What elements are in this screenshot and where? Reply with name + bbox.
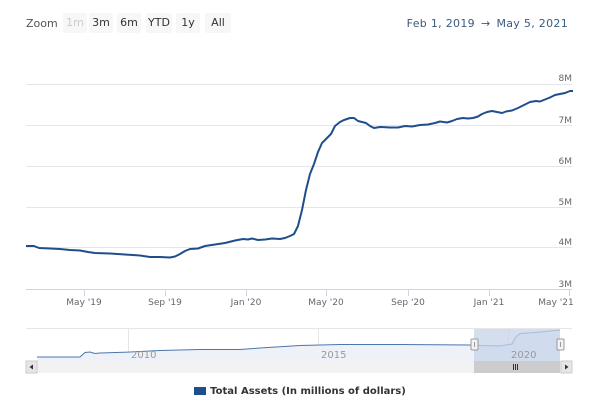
y-label-5m: 5M <box>559 198 573 208</box>
y-label-6m: 6M <box>559 157 573 167</box>
y-label-3m: 3M <box>559 280 573 290</box>
navigator-year-label: 2010 <box>131 350 156 361</box>
navigator-left-handle[interactable] <box>470 338 479 351</box>
from-date-input[interactable]: Feb 1, 2019 <box>406 17 475 30</box>
to-date-input[interactable]: May 5, 2021 <box>496 17 568 30</box>
navigator-area <box>37 330 560 361</box>
scrollbar-track[interactable] <box>26 361 572 373</box>
legend[interactable]: Total Assets (In millions of dollars) <box>0 386 600 397</box>
zoom-6m-button[interactable]: 6m <box>117 13 141 33</box>
y-gridlines <box>26 84 572 248</box>
grip-icon <box>513 364 518 370</box>
navigator-right-handle[interactable] <box>556 338 565 351</box>
navigator-year-label: 2020 <box>511 350 536 361</box>
legend-swatch-icon <box>194 387 207 395</box>
x-label: Jan '20 <box>230 298 262 308</box>
y-label-8m: 8M <box>559 74 573 84</box>
navigator-year-label: 2015 <box>321 350 346 361</box>
x-ticks <box>84 289 570 296</box>
arrow-icon: → <box>480 17 491 30</box>
x-label: Sep '20 <box>391 298 425 308</box>
arrow-left-icon <box>29 364 33 370</box>
x-label: May '20 <box>308 298 344 308</box>
navigator[interactable]: 2010 2015 2020 <box>26 328 572 362</box>
navigator-selected-range[interactable] <box>474 329 560 361</box>
zoom-all-button[interactable]: All <box>205 13 231 33</box>
total-assets-line[interactable] <box>26 90 573 259</box>
zoom-1m-button[interactable]: 1m <box>63 13 87 33</box>
x-label: Jan '21 <box>473 298 505 308</box>
chart-svg: 8M 7M 6M 5M 4M 3M May '19 Sep '19 Jan '2… <box>25 74 574 374</box>
y-label-7m: 7M <box>559 116 573 126</box>
arrow-right-icon <box>565 364 569 370</box>
zoom-3m-button[interactable]: 3m <box>89 13 113 33</box>
date-range-display: Feb 1, 2019 → May 5, 2021 <box>407 17 568 30</box>
zoom-ytd-button[interactable]: YTD <box>146 13 172 33</box>
scrollbar[interactable] <box>25 360 573 374</box>
x-label: May '19 <box>66 298 102 308</box>
zoom-1y-button[interactable]: 1y <box>176 13 200 33</box>
y-label-4m: 4M <box>559 238 573 248</box>
range-selector: Zoom 1m 3m 6m YTD 1y All Feb 1, 2019 → May… <box>0 12 600 36</box>
x-label: Sep '19 <box>148 298 182 308</box>
x-label: May '21 <box>538 298 573 308</box>
legend-label[interactable]: Total Assets (In millions of dollars) <box>210 386 406 397</box>
zoom-label: Zoom <box>26 17 58 30</box>
